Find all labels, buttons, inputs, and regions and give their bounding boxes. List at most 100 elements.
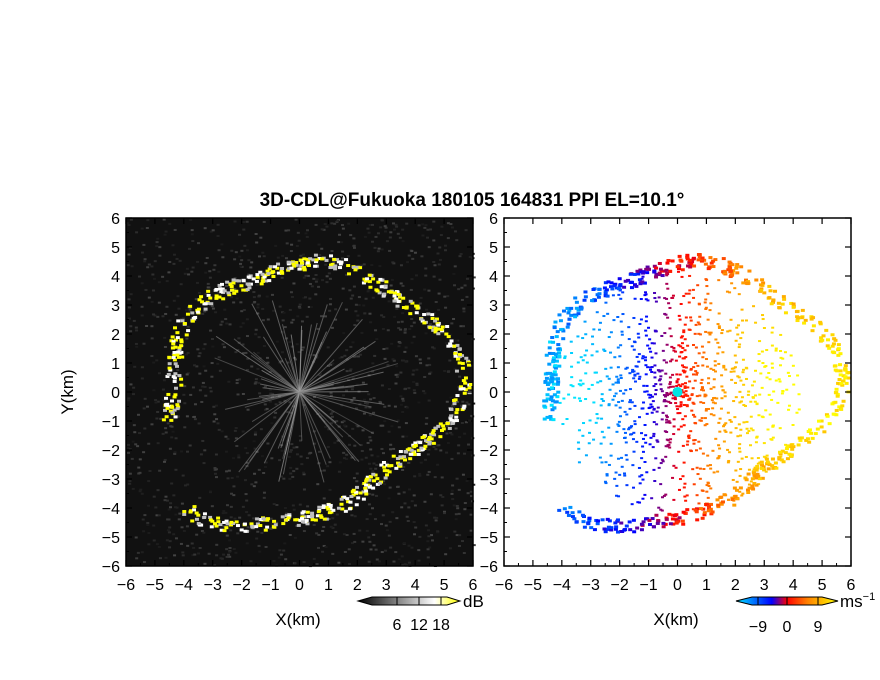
echo-cell bbox=[234, 289, 239, 293]
speckle bbox=[337, 382, 341, 385]
velocity-cell bbox=[663, 430, 667, 433]
echo-cell bbox=[250, 524, 255, 528]
speckle bbox=[185, 373, 189, 376]
velocity-cell bbox=[623, 474, 627, 477]
speckle bbox=[342, 332, 346, 335]
speckle bbox=[350, 388, 354, 391]
speckle bbox=[210, 362, 214, 365]
velocity-cell bbox=[660, 458, 664, 461]
speckle bbox=[273, 416, 277, 419]
echo-cell bbox=[316, 510, 321, 514]
velocity-cell bbox=[648, 347, 652, 350]
speckle bbox=[401, 469, 405, 472]
speckle bbox=[423, 375, 427, 378]
echo-cell bbox=[419, 446, 424, 450]
velocity-echo-cell bbox=[545, 415, 550, 419]
velocity-cell bbox=[677, 383, 681, 386]
speckle bbox=[171, 369, 175, 372]
speckle bbox=[295, 467, 299, 470]
speckle bbox=[184, 309, 188, 312]
speckle bbox=[412, 494, 416, 497]
echo-cell bbox=[454, 419, 459, 423]
velocity-echo-cell bbox=[756, 474, 761, 478]
speckle bbox=[274, 411, 278, 414]
speckle bbox=[445, 432, 449, 435]
speckle bbox=[211, 307, 215, 310]
velocity-echo-cell bbox=[733, 494, 738, 498]
speckle bbox=[265, 295, 269, 298]
speckle bbox=[358, 353, 362, 356]
velocity-cell bbox=[644, 373, 648, 376]
velocity-echo-cell bbox=[722, 269, 727, 273]
speckle bbox=[367, 393, 371, 396]
speckle bbox=[378, 401, 382, 404]
speckle bbox=[403, 388, 407, 391]
speckle bbox=[195, 533, 199, 536]
speckle bbox=[424, 332, 428, 335]
velocity-echo-cell bbox=[807, 428, 812, 432]
velocity-cell bbox=[595, 311, 599, 314]
velocity-cell bbox=[614, 381, 618, 384]
speckle bbox=[230, 476, 234, 479]
speckle bbox=[171, 374, 175, 377]
echo-cell bbox=[227, 293, 232, 297]
speckle bbox=[157, 514, 161, 517]
velocity-cell bbox=[717, 346, 721, 349]
velocity-echo-cell bbox=[677, 254, 682, 258]
speckle bbox=[426, 473, 430, 476]
speckle bbox=[349, 345, 353, 348]
echo-cell bbox=[295, 518, 300, 522]
echo-cell bbox=[408, 312, 413, 316]
speckle bbox=[433, 476, 437, 479]
speckle bbox=[345, 389, 349, 392]
speckle bbox=[203, 449, 207, 452]
speckle bbox=[371, 296, 375, 299]
echo-cell bbox=[280, 515, 285, 519]
velocity-cell bbox=[588, 419, 592, 422]
velocity-cell bbox=[633, 374, 637, 377]
velocity-cell bbox=[772, 390, 776, 393]
velocity-cell bbox=[607, 426, 611, 429]
speckle bbox=[329, 391, 333, 394]
velocity-cell bbox=[616, 366, 620, 369]
echo-cell bbox=[453, 352, 458, 356]
speckle bbox=[433, 264, 437, 267]
y-tick-label: −1 bbox=[480, 414, 498, 431]
speckle bbox=[383, 483, 387, 486]
echo-cell bbox=[306, 263, 311, 267]
velocity-echo-cell bbox=[551, 418, 556, 422]
echo-cell bbox=[447, 426, 452, 430]
echo-cell bbox=[161, 418, 166, 422]
speckle bbox=[127, 397, 131, 400]
speckle bbox=[161, 432, 165, 435]
echo-cell bbox=[383, 476, 388, 480]
velocity-cell bbox=[700, 388, 704, 391]
speckle bbox=[191, 554, 195, 557]
velocity-echo-cell bbox=[652, 270, 657, 274]
speckle bbox=[465, 401, 469, 404]
echo-cell bbox=[468, 383, 473, 387]
velocity-echo-cell bbox=[614, 525, 619, 529]
echo-cell bbox=[416, 452, 421, 456]
echo-cell bbox=[308, 257, 313, 261]
velocity-echo-cell bbox=[815, 427, 820, 431]
velocity-unit-base: ms bbox=[840, 592, 863, 611]
echo-cell bbox=[268, 265, 273, 269]
speckle bbox=[360, 458, 364, 461]
velocity-cell bbox=[625, 413, 629, 416]
speckle bbox=[280, 276, 284, 279]
speckle bbox=[396, 373, 400, 376]
speckle bbox=[434, 448, 438, 451]
velocity-cell bbox=[744, 455, 748, 458]
echo-cell bbox=[382, 292, 387, 296]
echo-cell bbox=[173, 362, 178, 366]
echo-cell bbox=[276, 271, 281, 275]
velocity-cell bbox=[797, 393, 801, 396]
speckle bbox=[257, 544, 261, 547]
echo-cell bbox=[396, 461, 401, 465]
velocity-echo-cell bbox=[755, 464, 760, 468]
speckle bbox=[284, 558, 288, 561]
velocity-echo-cell bbox=[665, 261, 670, 265]
radial-streak bbox=[299, 329, 303, 393]
speckle bbox=[443, 369, 447, 372]
